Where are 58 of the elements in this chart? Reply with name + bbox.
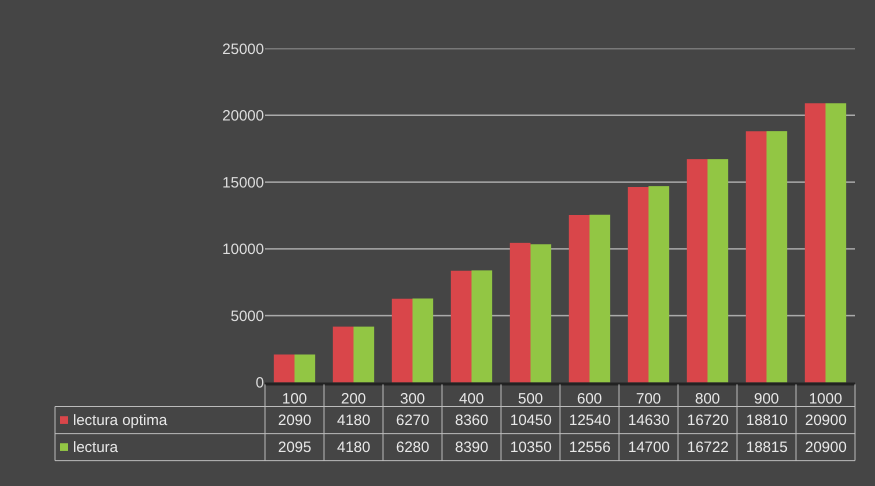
y-tick-label: 20000 (222, 108, 264, 125)
y-tick-label: 5000 (230, 308, 264, 325)
x-tick-label: 900 (754, 390, 780, 408)
bar (332, 326, 354, 382)
bar (766, 131, 788, 382)
bar (274, 354, 294, 382)
x-tick-label: 800 (694, 390, 720, 408)
bar (392, 298, 412, 382)
bar (686, 159, 708, 382)
legend-label: lectura (73, 439, 119, 456)
x-tick-label: 700 (636, 390, 662, 408)
bar (412, 298, 434, 382)
bar (354, 326, 374, 382)
x-tick-label: 300 (400, 390, 426, 408)
bar (530, 244, 552, 382)
data-label: 2090 (278, 412, 312, 429)
data-label: 16722 (687, 439, 729, 456)
x-tick-label: 100 (282, 390, 308, 408)
x-tick-label: 400 (458, 390, 484, 408)
data-label: 4180 (337, 412, 370, 429)
bar (294, 354, 316, 382)
data-label: 6280 (396, 439, 430, 456)
data-label: 20900 (805, 412, 847, 429)
bar (746, 131, 766, 382)
data-label: 14630 (628, 412, 670, 429)
bar (804, 103, 826, 382)
data-label: 16720 (687, 412, 729, 429)
data-label: 20900 (805, 439, 847, 456)
data-label: 12540 (569, 412, 611, 429)
bar (472, 270, 492, 382)
x-tick-label: 200 (340, 390, 366, 408)
bar (590, 214, 610, 382)
bar (708, 159, 728, 382)
bar (628, 187, 648, 382)
legend-label: lectura optima (73, 412, 168, 429)
x-tick-label: 600 (576, 390, 602, 408)
y-tick-label: 0 (256, 374, 264, 392)
bar (510, 242, 530, 382)
data-label: 2095 (278, 439, 312, 456)
bar (648, 186, 670, 382)
bar (568, 214, 590, 382)
x-tick-label: 500 (518, 390, 544, 408)
data-label: 12556 (569, 439, 611, 456)
data-label: 8360 (455, 412, 488, 429)
y-tick-label: 15000 (222, 174, 264, 192)
data-label: 10450 (510, 412, 552, 429)
data-label: 18810 (746, 412, 788, 429)
data-label: 18815 (746, 439, 788, 456)
x-tick-label: 1000 (808, 390, 842, 408)
bar (826, 103, 846, 382)
data-label: 4180 (337, 439, 370, 456)
bar (450, 270, 472, 382)
data-label: 10350 (510, 439, 552, 456)
data-label: 6270 (396, 412, 430, 429)
y-tick-label: 10000 (222, 241, 264, 258)
y-tick-label: 25000 (222, 40, 264, 58)
data-label: 14700 (628, 439, 670, 456)
data-label: 8390 (455, 439, 488, 456)
